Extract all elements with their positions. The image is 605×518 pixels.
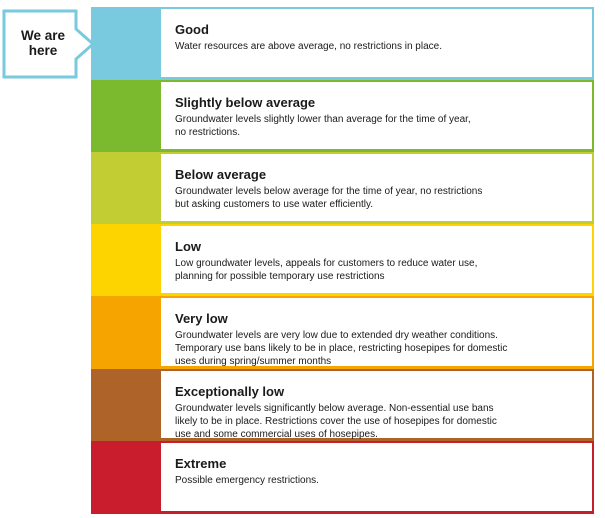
level-description: Low groundwater levels, appeals for cust… — [175, 258, 478, 282]
level-low: Low Low groundwater levels, appeals for … — [91, 224, 594, 296]
level-description: Possible emergency restrictions. — [175, 475, 319, 486]
callout-arrow-shape — [2, 9, 96, 79]
level-description: Groundwater levels below average for the… — [175, 186, 483, 210]
level-description: Groundwater levels slightly lower than a… — [175, 114, 471, 138]
level-content: Very low Groundwater levels are very low… — [161, 298, 592, 368]
level-good: Good Water resources are above average, … — [91, 7, 594, 80]
level-swatch — [91, 80, 161, 152]
level-below-average: Below average Groundwater levels below a… — [91, 152, 594, 224]
level-content: Extreme Possible emergency restrictions. — [161, 443, 592, 511]
level-description: Groundwater levels are very low due to e… — [175, 330, 508, 367]
level-slightly-below-average: Slightly below average Groundwater level… — [91, 80, 594, 152]
marker-label: We are here — [5, 28, 81, 58]
level-title: Below average — [175, 167, 267, 182]
level-swatch — [91, 441, 161, 514]
level-swatch — [91, 7, 161, 80]
level-exceptionally-low: Exceptionally low Groundwater levels sig… — [91, 369, 594, 441]
level-description: Water resources are above average, no re… — [175, 41, 442, 52]
level-content: Good Water resources are above average, … — [161, 9, 592, 77]
level-swatch — [91, 224, 161, 296]
level-title: Slightly below average — [175, 95, 316, 110]
level-title: Good — [175, 22, 209, 37]
level-title: Very low — [175, 311, 228, 326]
marker-label-line-1: We are — [20, 28, 66, 43]
level-title: Extreme — [175, 456, 227, 471]
level-very-low: Very low Groundwater levels are very low… — [91, 296, 594, 369]
level-swatch — [91, 369, 161, 441]
level-content: Below average Groundwater levels below a… — [161, 154, 592, 221]
level-title: Low — [175, 239, 201, 254]
level-title: Exceptionally low — [175, 384, 285, 399]
level-content: Exceptionally low Groundwater levels sig… — [161, 371, 592, 441]
level-swatch — [91, 296, 161, 369]
marker-label-line-2: here — [28, 43, 58, 58]
level-description: Groundwater levels significantly below a… — [175, 403, 497, 440]
level-content: Low Low groundwater levels, appeals for … — [161, 226, 592, 293]
level-content: Slightly below average Groundwater level… — [161, 82, 592, 149]
level-swatch — [91, 152, 161, 224]
groundwater-status-scale: Good Water resources are above average, … — [91, 7, 596, 514]
we-are-here-marker: We are here — [2, 9, 96, 79]
level-extreme: Extreme Possible emergency restrictions. — [91, 441, 594, 514]
